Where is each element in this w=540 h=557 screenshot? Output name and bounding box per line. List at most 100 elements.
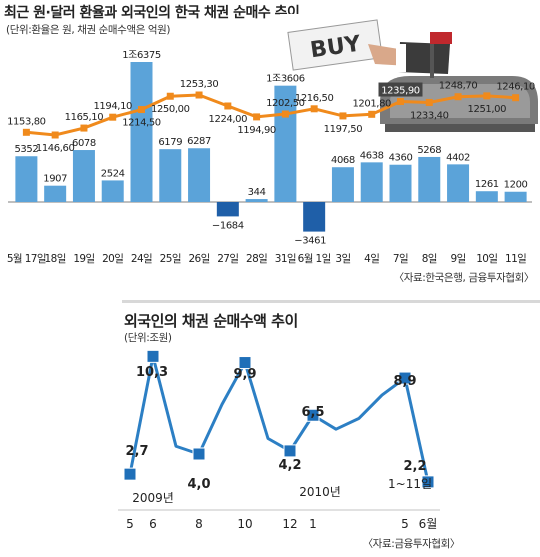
fx-rate-label: 1194,90 [237, 125, 276, 136]
net-purchase-marker [421, 475, 435, 489]
bar-category-label: 28일 [246, 252, 267, 265]
fx-rate-marker [397, 98, 404, 106]
fx-rate-marker [339, 112, 347, 120]
bar-category-label: 4일 [364, 252, 379, 265]
bar-category-label: 24일 [131, 252, 152, 265]
bar-category-label: 25일 [160, 252, 181, 265]
fx-rate-label: 1197,50 [324, 124, 363, 135]
fx-rate-label: 1165,10 [65, 112, 104, 123]
fx-rate-label: 1194,10 [93, 101, 132, 112]
fx-rate-marker [224, 102, 232, 110]
bond-bar [15, 156, 38, 202]
month-tick-label: 6월 [419, 517, 438, 531]
month-tick-label: 8 [195, 517, 203, 531]
bond-bar-value-label: 6078 [72, 138, 96, 149]
bond-bar [216, 202, 239, 217]
bond-bar [130, 62, 153, 202]
fx-rate-marker [368, 110, 376, 118]
fx-rate-highlight-box [378, 82, 423, 97]
net-purchase-marker [146, 349, 160, 363]
bond-bar-value-label: 1조6375 [122, 50, 161, 61]
bond-bar-value-label: 6287 [187, 136, 211, 147]
bond-bar-value-label: 4402 [446, 152, 470, 163]
bottom-chart-panel: 외국인의 채권 순매수액 추이 (단위:조원) 2,7 10,3 4,0 9,9 4,2… [0, 296, 540, 557]
bond-bar-value-label: 1조3606 [266, 74, 305, 85]
fx-rate-label: 1153,80 [7, 116, 46, 127]
bond-bar [44, 185, 67, 202]
fx-rate-label: 1250,00 [151, 104, 190, 115]
net-purchase-marker [192, 447, 206, 461]
fx-rate-marker [51, 131, 59, 139]
bond-bar-value-label: 1200 [504, 180, 528, 191]
bond-bar [72, 150, 95, 202]
bond-bar-fx-line-chart: 5352 5월 17일 1907 18일 6078 19일 2524 20일 1조6375 24일… [7, 50, 535, 265]
net-purchase-value-label: 6,5 [301, 405, 324, 420]
net-purchase-marker [238, 356, 252, 370]
fx-rate-marker [22, 128, 30, 136]
year-label-2009: 2009년 [132, 491, 174, 505]
fx-rate-label: 1253,30 [180, 79, 219, 90]
bond-bar-value-label: 4068 [331, 155, 355, 166]
bond-bar-value-label: −1684 [212, 220, 244, 231]
month-tick-label: 5 [401, 517, 409, 531]
hand-arm [368, 42, 450, 74]
net-purchase-marker [283, 444, 297, 458]
bond-bar [101, 180, 124, 202]
month-tick-label: 6 [149, 517, 157, 531]
fx-rate-marker [454, 93, 462, 101]
bar-category-label: 3일 [335, 252, 350, 265]
bond-bar-value-label: 344 [248, 187, 266, 198]
bond-bar [360, 162, 383, 202]
bond-bar-value-label: 6179 [158, 137, 182, 148]
bar-category-label: 10일 [476, 252, 497, 265]
fx-rate-marker [281, 110, 289, 118]
bond-bar [418, 156, 441, 202]
foreign-bond-net-purchase-line-chart: 2,7 10,3 4,0 9,9 4,2 6,5 8,9 2,2 2009년 2010년 1~11일… [118, 349, 440, 531]
net-purchase-marker [398, 371, 412, 385]
fx-rate-label: 1146,60 [36, 143, 75, 154]
bond-bar [504, 191, 527, 202]
bond-bar [245, 199, 268, 202]
fx-rate-marker [253, 113, 261, 121]
fx-rate-label: 1246,10 [496, 82, 535, 93]
fx-rate-marker [483, 92, 491, 100]
month-tick-label: 12 [282, 517, 297, 531]
partial-month-annotation: 1~11일 [388, 477, 432, 491]
bar-category-label: 8일 [422, 252, 437, 265]
fx-rate-marker [109, 113, 117, 121]
month-tick-label: 10 [237, 517, 252, 531]
fx-rate-marker [425, 98, 433, 106]
bond-bar-value-label: 2524 [101, 168, 125, 179]
bond-bar-value-label: −3461 [294, 236, 326, 247]
bond-bar-value-label: 1907 [43, 174, 67, 185]
fx-rate-label: 1201,80 [352, 98, 391, 109]
fx-rate-marker [138, 106, 145, 114]
fx-rate-label: 1248,70 [439, 81, 478, 92]
net-purchase-marker [306, 408, 320, 422]
bottom-chart-title: 외국인의 채권 순매수액 추이 [124, 312, 298, 330]
bond-bar [475, 191, 498, 202]
net-purchase-value-label: 9,9 [233, 367, 256, 382]
fx-rate-line [26, 93, 516, 137]
bond-bar-value-label: 5352 [14, 144, 38, 155]
top-chart-title: 최근 원·달러 환율과 외국인의 한국 채권 순매수 추이 [4, 5, 300, 21]
bond-bar [331, 167, 354, 202]
net-purchase-value-label: 8,9 [393, 374, 416, 389]
bond-bar [159, 149, 182, 202]
fx-rate-marker [80, 124, 88, 132]
top-chart-source: 〈자료:한국은행, 금융투자협회〉 [393, 272, 535, 284]
fx-rate-label: 1224,00 [209, 114, 248, 125]
fx-rate-marker [512, 94, 520, 102]
fx-rate-label: 1214,50 [122, 118, 161, 129]
bar-category-label: 19일 [73, 252, 94, 265]
bar-category-label: 6월 1일 [298, 252, 331, 265]
bond-bar-value-label: 5268 [417, 145, 441, 156]
net-purchase-marker [123, 467, 137, 481]
fx-rate-marker [195, 91, 203, 99]
fx-rate-label: 1251,00 [468, 104, 507, 115]
bar-category-label: 26일 [188, 252, 209, 265]
bar-category-label: 20일 [102, 252, 123, 265]
bond-bar [447, 164, 470, 202]
bar-category-label: 27일 [217, 252, 238, 265]
bar-category-label: 11일 [505, 252, 526, 265]
